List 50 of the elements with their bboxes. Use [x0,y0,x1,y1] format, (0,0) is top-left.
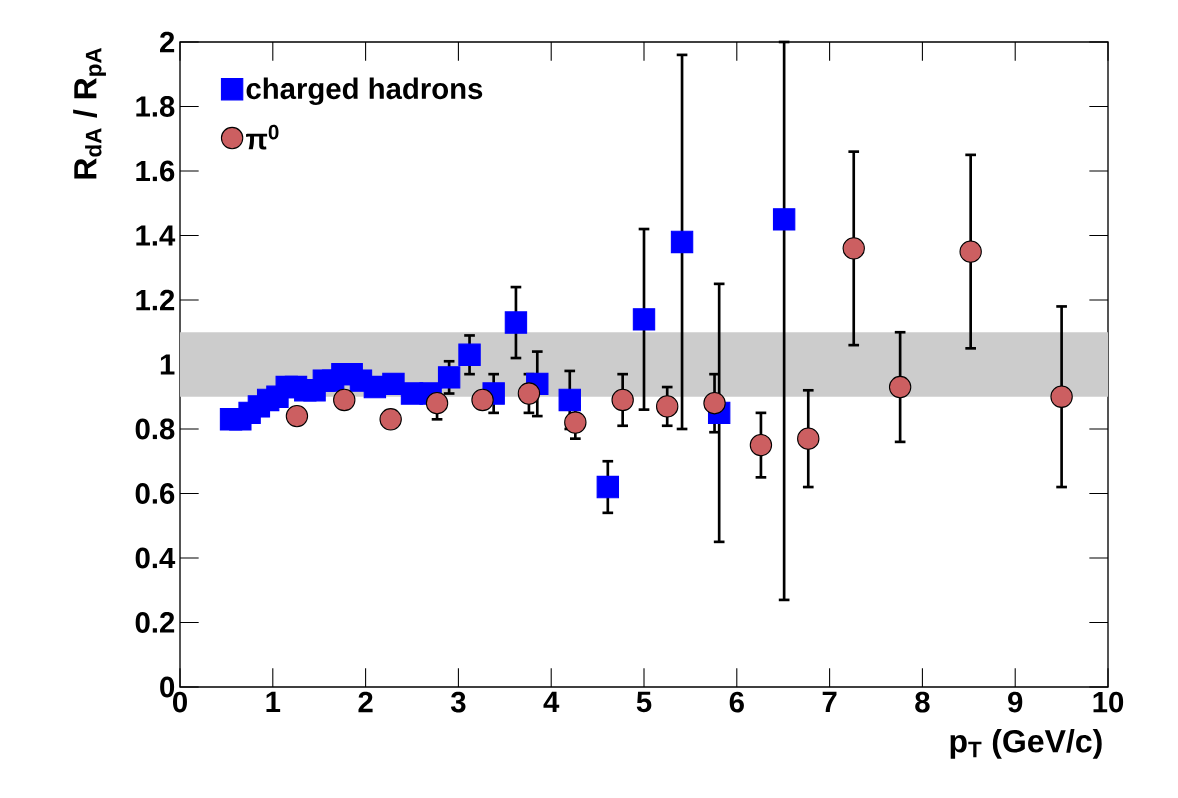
point [558,388,581,412]
point [670,230,694,254]
y-tick-label: 1.6 [136,160,175,182]
point [632,308,656,331]
x-axis-title: p$_{T}$ (GeV/c) [950,729,1102,759]
point [596,475,620,499]
point [437,366,461,389]
x-tick-label: 8 [915,691,930,713]
point [564,411,587,434]
point [285,404,309,428]
x-tick-label: 6 [729,691,744,713]
point [772,208,796,231]
point [959,240,982,263]
point [749,433,773,457]
point [504,311,528,334]
legend-label: charged hadrons [246,77,483,106]
point [797,427,820,450]
point [1050,385,1073,408]
x-tick-label: 3 [450,691,466,713]
y-tick-label: 1 [160,354,175,375]
y-tick-label: 0 [160,676,175,698]
point [379,408,402,431]
point [517,382,541,405]
y-tick-label: 0.2 [135,612,175,633]
point [471,388,494,412]
point [333,388,356,412]
legend-label: π$^{0}$ [246,124,279,150]
x-tick-label: 4 [543,691,560,712]
x-tick-label: 5 [636,691,652,713]
point [888,375,912,399]
y-tick-label: 1.4 [136,225,176,246]
y-tick-label: 1.2 [136,289,175,311]
point [842,237,865,260]
point [611,388,634,412]
y-tick-label: 1.8 [136,96,175,117]
x-tick-label: 2 [358,691,373,713]
y-tick-label: 0.4 [135,547,176,569]
x-tick-label: 7 [822,691,837,712]
point [656,395,679,418]
y-tick-label: 2 [160,31,175,53]
point [458,343,481,367]
point [703,391,726,415]
point [382,372,405,396]
x-tick-label: 10 [1093,691,1124,713]
point [425,391,449,415]
y-tick-label: 0.6 [135,483,175,504]
y-tick-label: 0.8 [135,418,175,440]
y-axis-title: R$_{dA}$ / R$_{pA}$ [73,47,106,179]
x-tick-label: 9 [1008,691,1023,713]
x-tick-label: 1 [266,691,281,712]
